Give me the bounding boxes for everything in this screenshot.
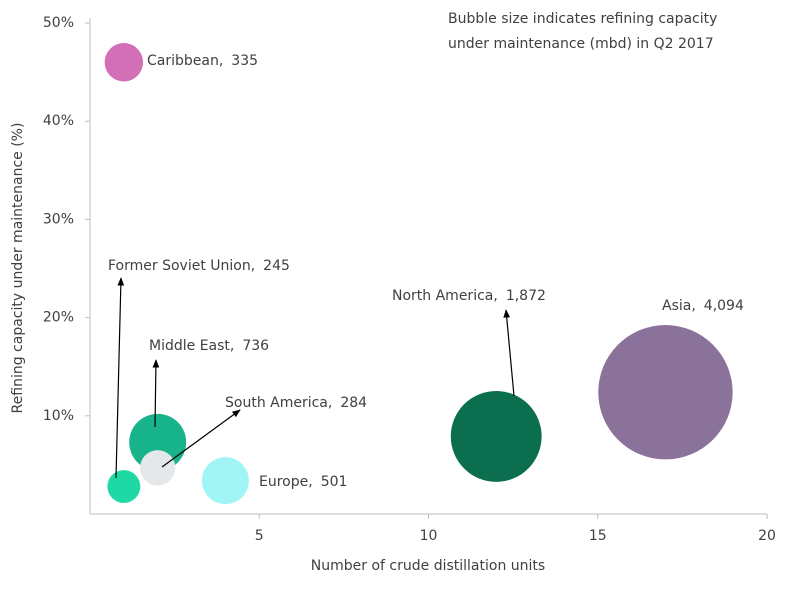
data-label: North America, 1,872 xyxy=(392,288,546,304)
bubble xyxy=(129,413,187,471)
annotation: Bubble size indicates refining capacity xyxy=(448,11,717,27)
y-tick-label: 10% xyxy=(43,408,74,424)
label-arrow xyxy=(115,277,125,479)
label-arrow xyxy=(503,309,515,397)
bubble xyxy=(107,470,141,503)
label-value: 245 xyxy=(263,258,290,274)
label-name: North America, xyxy=(392,288,498,304)
bubble xyxy=(140,450,176,486)
y-tick-label: 30% xyxy=(43,211,74,227)
label-name: Europe, xyxy=(259,474,313,490)
annotation: under maintenance (mbd) in Q2 2017 xyxy=(448,36,714,52)
data-label: Caribbean, 335 xyxy=(147,53,258,69)
y-axis-title: Refining capacity under maintenance (%) xyxy=(10,123,26,414)
data-label: Europe, 501 xyxy=(259,474,347,490)
label-name: Caribbean, xyxy=(147,53,223,69)
label-value: 284 xyxy=(340,395,367,411)
label-value: 335 xyxy=(231,53,258,69)
x-tick-label: 5 xyxy=(255,528,264,544)
x-tick-label: 10 xyxy=(420,528,438,544)
data-label: South America, 284 xyxy=(225,395,367,411)
data-label: Asia, 4,094 xyxy=(662,298,744,314)
y-tick-label: 20% xyxy=(43,310,74,326)
data-label: Former Soviet Union, 245 xyxy=(108,258,290,274)
label-value: 1,872 xyxy=(506,288,546,304)
label-name: South America, xyxy=(225,395,332,411)
label-name: Former Soviet Union, xyxy=(108,258,255,274)
label-arrow xyxy=(161,409,241,468)
bubble xyxy=(450,390,542,482)
label-arrow xyxy=(152,359,160,428)
label-value: 501 xyxy=(321,474,348,490)
label-value: 4,094 xyxy=(704,298,744,314)
label-value: 736 xyxy=(242,338,269,354)
y-tick-label: 50% xyxy=(43,15,74,31)
bubble xyxy=(201,457,249,505)
x-tick-label: 20 xyxy=(758,528,776,544)
bubble xyxy=(104,43,144,82)
label-name: Middle East, xyxy=(149,338,234,354)
y-tick-label: 40% xyxy=(43,113,74,129)
data-label: Middle East, 736 xyxy=(149,338,269,354)
bubble xyxy=(598,325,733,460)
x-tick-label: 15 xyxy=(589,528,607,544)
x-axis-title: Number of crude distillation units xyxy=(311,558,545,574)
label-name: Asia, xyxy=(662,298,696,314)
